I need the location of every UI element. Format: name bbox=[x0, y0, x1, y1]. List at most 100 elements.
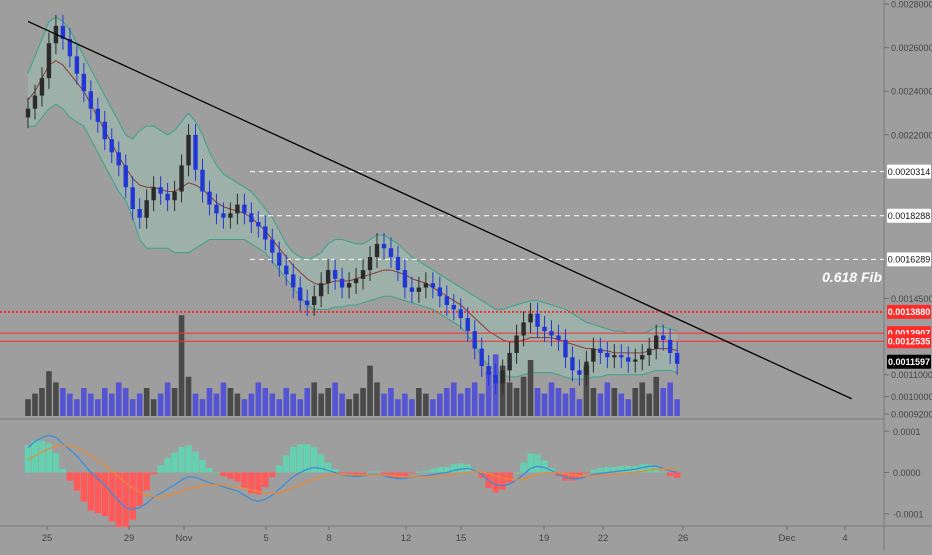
macd-axis: 0.0001 0.0000 -0.0001 bbox=[884, 427, 924, 519]
macd-histogram-bar bbox=[492, 472, 499, 493]
macd-histogram-bar bbox=[534, 454, 541, 473]
volume-bar bbox=[101, 388, 108, 416]
macd-tick-label: 0.0000 bbox=[893, 468, 921, 478]
volume-bar bbox=[381, 393, 387, 416]
volume-bar bbox=[178, 315, 185, 416]
volume-bar bbox=[667, 382, 673, 416]
time-tick-label: 8 bbox=[326, 533, 331, 544]
volume-bar bbox=[276, 399, 283, 416]
trendline[interactable] bbox=[27, 20, 852, 400]
macd-histogram-bar bbox=[317, 454, 325, 473]
candle-body bbox=[88, 91, 94, 109]
volume-bar bbox=[311, 382, 317, 416]
candle-body bbox=[556, 335, 561, 340]
macd-histogram-bar bbox=[352, 472, 360, 477]
macd-histogram-bar bbox=[206, 467, 213, 473]
volume-bar bbox=[95, 399, 101, 416]
candle-body bbox=[367, 256, 373, 271]
time-tick-label: Nov bbox=[176, 533, 193, 544]
volume-bar bbox=[660, 388, 666, 416]
bollinger-fill bbox=[28, 17, 678, 380]
macd-histogram-bar bbox=[262, 472, 269, 488]
price-tag-box bbox=[887, 252, 931, 267]
macd-histogram-bar bbox=[611, 467, 618, 473]
candle-body bbox=[388, 248, 394, 257]
volume-bar bbox=[88, 393, 94, 416]
volume-bar bbox=[255, 382, 262, 416]
candle-body bbox=[193, 134, 198, 170]
volume-bar bbox=[527, 360, 534, 416]
macd-histogram-bar bbox=[157, 465, 164, 473]
macd-histogram-bar bbox=[324, 462, 332, 473]
volume-bar bbox=[325, 388, 331, 416]
volume-bar bbox=[402, 393, 408, 416]
macd-histogram-bar bbox=[366, 471, 374, 473]
bollinger-lower-line bbox=[28, 103, 678, 380]
candle-body bbox=[479, 348, 484, 367]
volume-bar bbox=[269, 393, 276, 416]
volume-bar bbox=[185, 376, 192, 416]
volume-bar bbox=[290, 393, 297, 416]
volume-bar bbox=[339, 393, 345, 416]
volume-bar bbox=[478, 393, 485, 416]
volume-bar bbox=[395, 399, 401, 416]
macd-histogram-bar bbox=[241, 472, 248, 488]
candle-body bbox=[353, 278, 359, 284]
candle-body bbox=[451, 304, 456, 310]
macd-histogram-bar bbox=[506, 472, 513, 483]
candle-body bbox=[612, 355, 617, 358]
candle-body bbox=[228, 213, 233, 218]
macd-histogram-bar bbox=[101, 472, 108, 517]
macd-histogram-bar bbox=[646, 464, 653, 473]
volume-bar bbox=[234, 393, 241, 416]
volume-bar bbox=[122, 388, 129, 416]
candle-body bbox=[298, 287, 303, 301]
macd-histogram-bar bbox=[331, 468, 339, 473]
macd-histogram-bar bbox=[429, 468, 437, 473]
candle-body bbox=[256, 222, 261, 227]
macd-histogram-bar bbox=[290, 447, 297, 473]
macd-histogram-bar bbox=[192, 451, 199, 473]
candle-body bbox=[32, 95, 38, 109]
candle-body bbox=[437, 287, 443, 297]
macd-histogram-bar bbox=[513, 472, 520, 474]
candle-body bbox=[563, 339, 568, 358]
candle-body bbox=[263, 226, 268, 240]
price-tag-box bbox=[887, 334, 931, 349]
macd-histogram-bar bbox=[255, 472, 262, 495]
candle-body bbox=[123, 165, 128, 188]
macd-histogram-bar bbox=[136, 472, 143, 507]
volume-bar bbox=[471, 382, 478, 416]
candle-body bbox=[151, 187, 156, 201]
trendline-layer[interactable] bbox=[27, 20, 852, 400]
price-axis: 0.0028000 0.0026000 0.0024000 0.0022000 0.00… bbox=[884, 0, 932, 420]
price-tag-label: 0.0013880 bbox=[888, 307, 931, 317]
price-tag-box bbox=[887, 164, 931, 179]
volume-bar bbox=[583, 365, 590, 416]
candle-body bbox=[221, 213, 226, 218]
price-tick-label: 0.0011000 bbox=[891, 370, 932, 380]
volume-bar bbox=[60, 388, 66, 416]
candle-body bbox=[423, 283, 429, 288]
volume-bar bbox=[241, 399, 248, 416]
macd-histogram-bar bbox=[227, 472, 234, 479]
time-tick-label: 5 bbox=[263, 533, 268, 544]
macd-histogram-bar bbox=[164, 457, 171, 473]
volume-bar bbox=[513, 388, 520, 416]
volume-bar bbox=[318, 393, 324, 416]
candle-body bbox=[339, 278, 345, 288]
candle-body bbox=[584, 361, 589, 375]
price-tag-label: 0.0020314 bbox=[888, 167, 931, 177]
macd-histogram-bar bbox=[569, 472, 576, 481]
candle-body bbox=[200, 169, 205, 192]
signal-line bbox=[27, 444, 678, 498]
candle-body bbox=[381, 243, 387, 249]
macd-histogram-bar bbox=[639, 464, 646, 473]
volume-bar bbox=[25, 399, 31, 416]
macd-histogram-bar bbox=[220, 472, 227, 477]
macd-histogram-bar bbox=[450, 464, 457, 473]
candle-body bbox=[130, 187, 135, 209]
